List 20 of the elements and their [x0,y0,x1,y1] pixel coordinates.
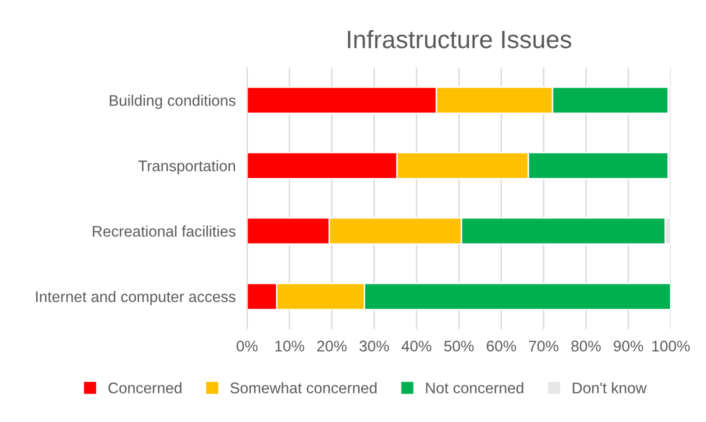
y-tick-label: Internet and computer access [36,290,236,306]
y-tick-label: Building conditions [110,94,236,109]
x-tick-label: 30% [359,340,389,352]
legend-label: Don't know [572,382,647,394]
x-tick-label: 90% [614,340,644,352]
x-tick-label: 0% [236,340,258,352]
x-tick-label: 60% [486,340,516,352]
y-tick-label: Transportation [138,160,236,174]
x-tick-label: 100% [652,340,690,352]
x-tick-label: 20% [317,340,347,352]
legend-label: Somewhat concerned [230,382,377,394]
chart-title: Infrastructure Issues [348,30,572,48]
x-tick-label: 70% [529,340,558,352]
x-tick-label: 10% [275,340,304,352]
x-tick-label: 40% [402,340,432,352]
x-tick-label: 50% [444,340,474,352]
x-tick-label: 80% [571,340,601,352]
y-tick-label: Recreational facilities [92,226,236,237]
legend-label: Not concerned [426,382,524,394]
legend-label: Concerned [108,382,182,394]
